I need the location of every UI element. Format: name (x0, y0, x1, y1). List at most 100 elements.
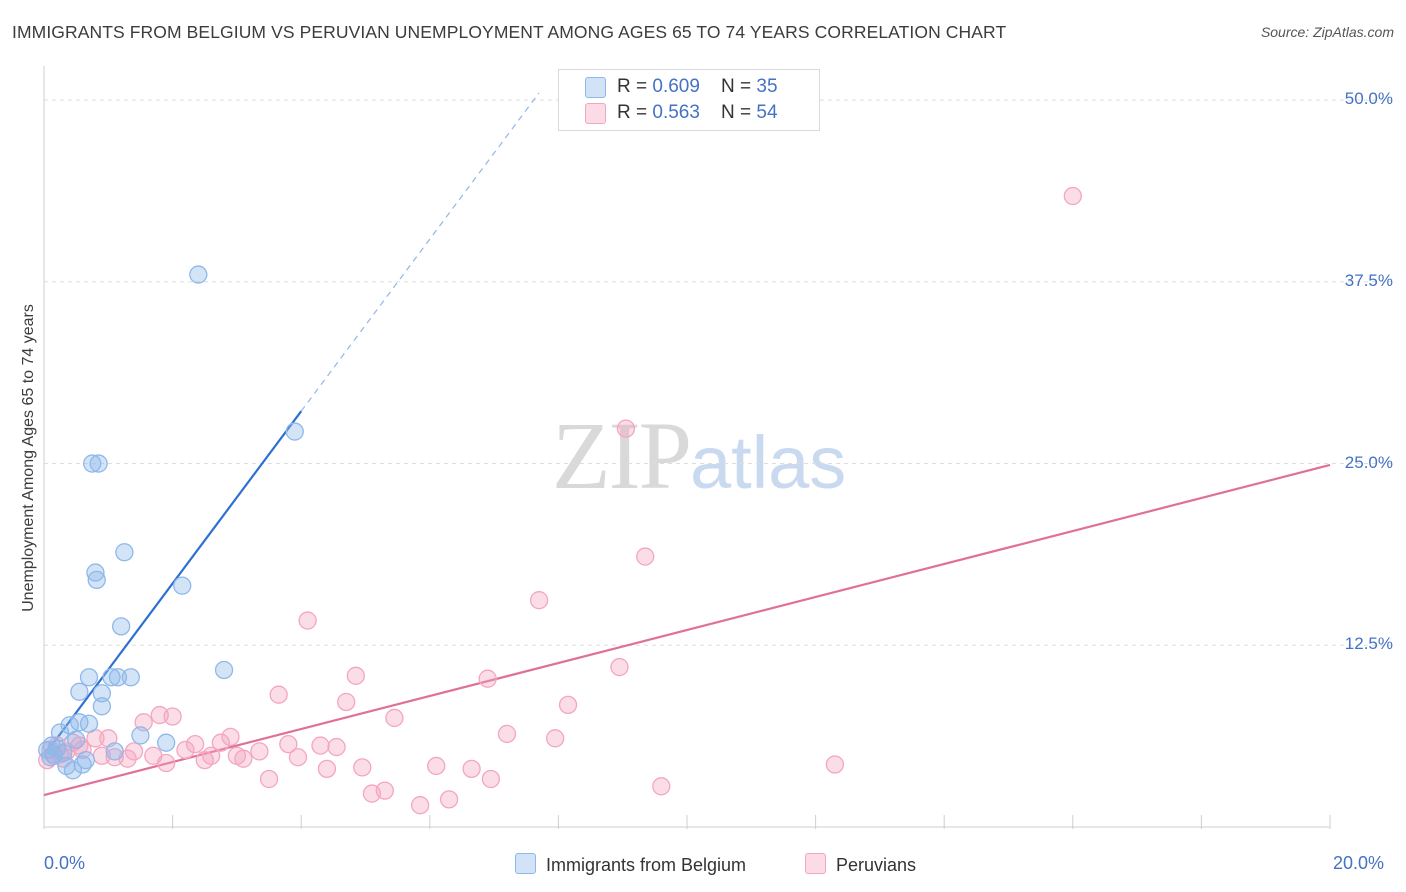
point-belgium (79, 714, 99, 733)
point-peru (462, 759, 481, 778)
legend-swatch-belgium (585, 77, 606, 98)
x-tick-label-min: 0.0% (44, 853, 86, 873)
data-points (38, 186, 1082, 815)
point-belgium (92, 697, 112, 716)
point-peru (481, 769, 501, 789)
bottom-legend-belgium: Immigrants from Belgium (515, 853, 746, 876)
correlation-legend: R = 0.609 N = 35 R = 0.563 N = 54 (558, 69, 820, 131)
y-axis-label: Unemployment Among Ages 65 to 74 years (20, 304, 37, 612)
point-peru (317, 759, 337, 778)
point-peru (652, 777, 671, 796)
point-peru (163, 707, 182, 726)
point-peru (269, 685, 288, 704)
point-peru (73, 740, 92, 760)
point-peru (176, 740, 195, 760)
point-peru (558, 695, 578, 715)
point-peru (288, 748, 308, 767)
chart-title: IMMIGRANTS FROM BELGIUM VS PERUVIAN UNEM… (12, 22, 1007, 42)
point-peru (497, 724, 517, 744)
point-peru (427, 756, 446, 776)
point-peru (250, 742, 269, 761)
point-peru (616, 419, 636, 438)
point-peru (259, 769, 279, 789)
point-belgium (285, 422, 304, 441)
point-peru (478, 669, 497, 688)
trend-extension-belgium (300, 92, 540, 412)
point-peru (353, 758, 372, 777)
point-peru (439, 790, 459, 809)
point-peru (375, 781, 394, 800)
point-peru (298, 611, 317, 630)
point-belgium (83, 454, 102, 473)
point-peru (337, 692, 356, 712)
point-peru (411, 796, 430, 815)
y-tick-label: 12.5% (1344, 634, 1393, 654)
point-peru (529, 591, 549, 610)
point-belgium (87, 570, 106, 589)
x-tick-label-max: 20.0% (1333, 853, 1385, 873)
point-peru (385, 708, 404, 728)
legend-r-label: R = (617, 102, 653, 123)
point-peru (636, 547, 655, 566)
point-belgium (108, 668, 128, 687)
point-belgium (173, 576, 192, 595)
legend-r-value-peru: 0.563 (652, 102, 700, 123)
point-peru (311, 736, 330, 755)
point-belgium (105, 742, 124, 761)
point-belgium (86, 563, 105, 582)
point-peru (211, 733, 230, 752)
trend-line-peru (43, 463, 1331, 797)
point-peru (279, 734, 298, 754)
point-belgium (214, 660, 234, 680)
y-tick-label: 25.0% (1344, 452, 1393, 472)
legend-n-value-peru: 54 (756, 102, 778, 123)
point-belgium (157, 733, 176, 752)
trend-lines (43, 92, 1331, 797)
legend-n-label: N = (721, 76, 757, 97)
grid-lines (44, 99, 1392, 646)
point-belgium (131, 726, 150, 745)
point-peru (124, 742, 144, 761)
legend-n-value-belgium: 35 (756, 76, 778, 97)
point-peru (346, 666, 366, 685)
point-belgium (112, 617, 131, 636)
watermark-zip: ZIP (552, 402, 692, 509)
point-belgium (70, 682, 89, 701)
point-belgium (121, 668, 140, 687)
legend-n-label: N = (721, 102, 757, 123)
watermark-atlas: atlas (690, 421, 847, 504)
point-belgium (92, 684, 112, 703)
point-peru (825, 755, 845, 774)
legend-swatch-peru (585, 103, 606, 124)
point-belgium (189, 265, 208, 284)
point-peru (234, 749, 253, 768)
source-label: Source: ZipAtlas.com (1260, 24, 1394, 40)
bottom-legend-peru: Peruvians (805, 853, 916, 876)
point-peru (610, 657, 629, 677)
point-peru (221, 727, 240, 747)
point-peru (327, 737, 346, 757)
point-belgium (115, 543, 134, 562)
point-peru (546, 729, 565, 748)
y-tick-label: 50.0% (1344, 89, 1393, 109)
bottom-legend-swatch-peru (805, 853, 826, 874)
legend-r-label: R = (617, 76, 653, 97)
point-belgium (79, 668, 99, 687)
point-belgium (76, 750, 95, 770)
point-belgium (102, 668, 121, 687)
point-peru (185, 734, 205, 754)
point-belgium (63, 761, 83, 780)
point-belgium (50, 723, 70, 742)
point-peru (202, 746, 221, 765)
axes (43, 66, 1331, 829)
bottom-legend-label-peru: Peruvians (836, 855, 917, 875)
point-peru (1063, 186, 1082, 206)
bottom-legend-label-belgium: Immigrants from Belgium (546, 855, 747, 875)
y-tick-label: 37.5% (1344, 270, 1393, 290)
point-peru (157, 753, 176, 773)
bottom-legend-swatch-belgium (515, 853, 536, 874)
legend-r-value-belgium: 0.609 (652, 76, 700, 97)
point-belgium (89, 454, 108, 473)
point-belgium (67, 730, 86, 749)
